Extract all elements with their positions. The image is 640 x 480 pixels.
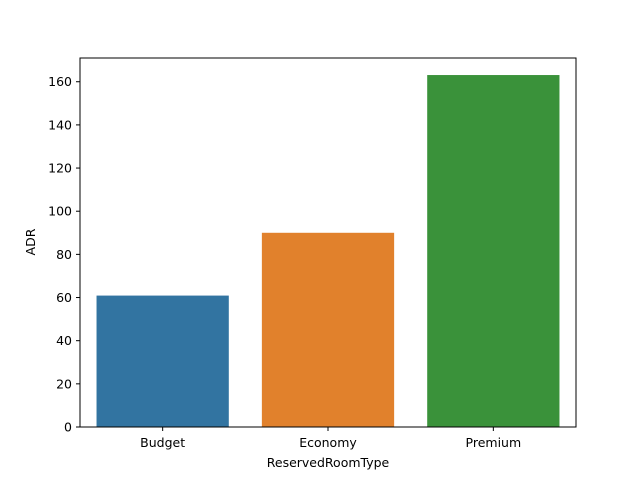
y-tick-label: 100	[48, 204, 72, 219]
y-tick-label: 120	[48, 161, 72, 176]
x-tick-label: Budget	[140, 435, 185, 450]
x-axis-title: ReservedRoomType	[267, 455, 390, 470]
y-tick-label: 60	[56, 290, 72, 305]
y-tick-label: 0	[64, 420, 72, 435]
y-tick-label: 40	[56, 333, 72, 348]
y-tick-label: 20	[56, 376, 72, 391]
y-tick-label: 140	[48, 117, 72, 132]
y-tick-label: 80	[56, 247, 72, 262]
y-tick-label: 160	[48, 74, 72, 89]
x-axis: Budget Economy Premium	[140, 427, 521, 450]
x-tick-label: Economy	[299, 435, 357, 450]
x-tick-label: Premium	[466, 435, 522, 450]
bar-economy	[261, 232, 395, 427]
y-axis: 0 20 40 60 80 100 120 140 160	[48, 74, 80, 435]
y-axis-title: ADR	[23, 228, 38, 255]
bars-group	[96, 75, 560, 428]
bar-budget	[96, 295, 229, 427]
bar-premium	[427, 75, 560, 428]
